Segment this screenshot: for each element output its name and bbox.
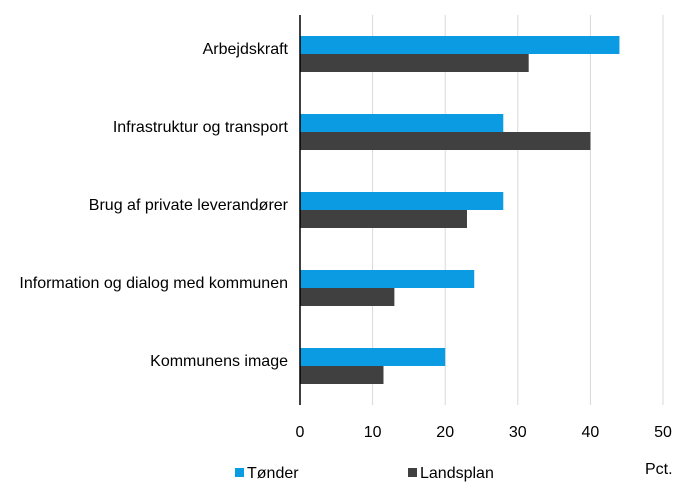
bar bbox=[300, 288, 395, 306]
y-tick-label: Brug af private leverandører bbox=[88, 197, 288, 214]
legend-swatch bbox=[235, 468, 244, 477]
y-tick-label: Kommunens image bbox=[150, 353, 288, 370]
legend-swatch bbox=[408, 468, 417, 477]
category-label-box: Information og dialog med kommunen bbox=[0, 273, 288, 295]
bar bbox=[300, 54, 529, 72]
bar bbox=[300, 210, 467, 228]
bar bbox=[300, 36, 620, 54]
category-label-box: Arbejdskraft bbox=[0, 39, 288, 61]
x-tick-label: 30 bbox=[509, 424, 527, 441]
bar bbox=[300, 348, 446, 366]
category-label-box: Brug af private leverandører bbox=[0, 195, 288, 217]
bar bbox=[300, 366, 384, 384]
x-axis-label: Pct. bbox=[645, 461, 673, 478]
bar bbox=[300, 270, 475, 288]
x-tick-label: 10 bbox=[364, 424, 382, 441]
category-label-box: Infrastruktur og transport bbox=[0, 117, 288, 139]
bar bbox=[300, 114, 504, 132]
bar bbox=[300, 132, 591, 150]
bar bbox=[300, 192, 504, 210]
y-tick-label: Infrastruktur og transport bbox=[112, 119, 288, 136]
y-tick-label: Arbejdskraft bbox=[202, 41, 288, 58]
legend-label: Tønder bbox=[247, 465, 299, 482]
category-label-box: Kommunens image bbox=[0, 351, 288, 373]
x-tick-label: 40 bbox=[582, 424, 600, 441]
x-tick-label: 50 bbox=[654, 424, 672, 441]
x-tick-label: 0 bbox=[296, 424, 305, 441]
x-tick-label: 20 bbox=[436, 424, 454, 441]
y-tick-label: Information og dialog med kommunen bbox=[19, 275, 288, 292]
legend-label: Landsplan bbox=[420, 465, 494, 482]
